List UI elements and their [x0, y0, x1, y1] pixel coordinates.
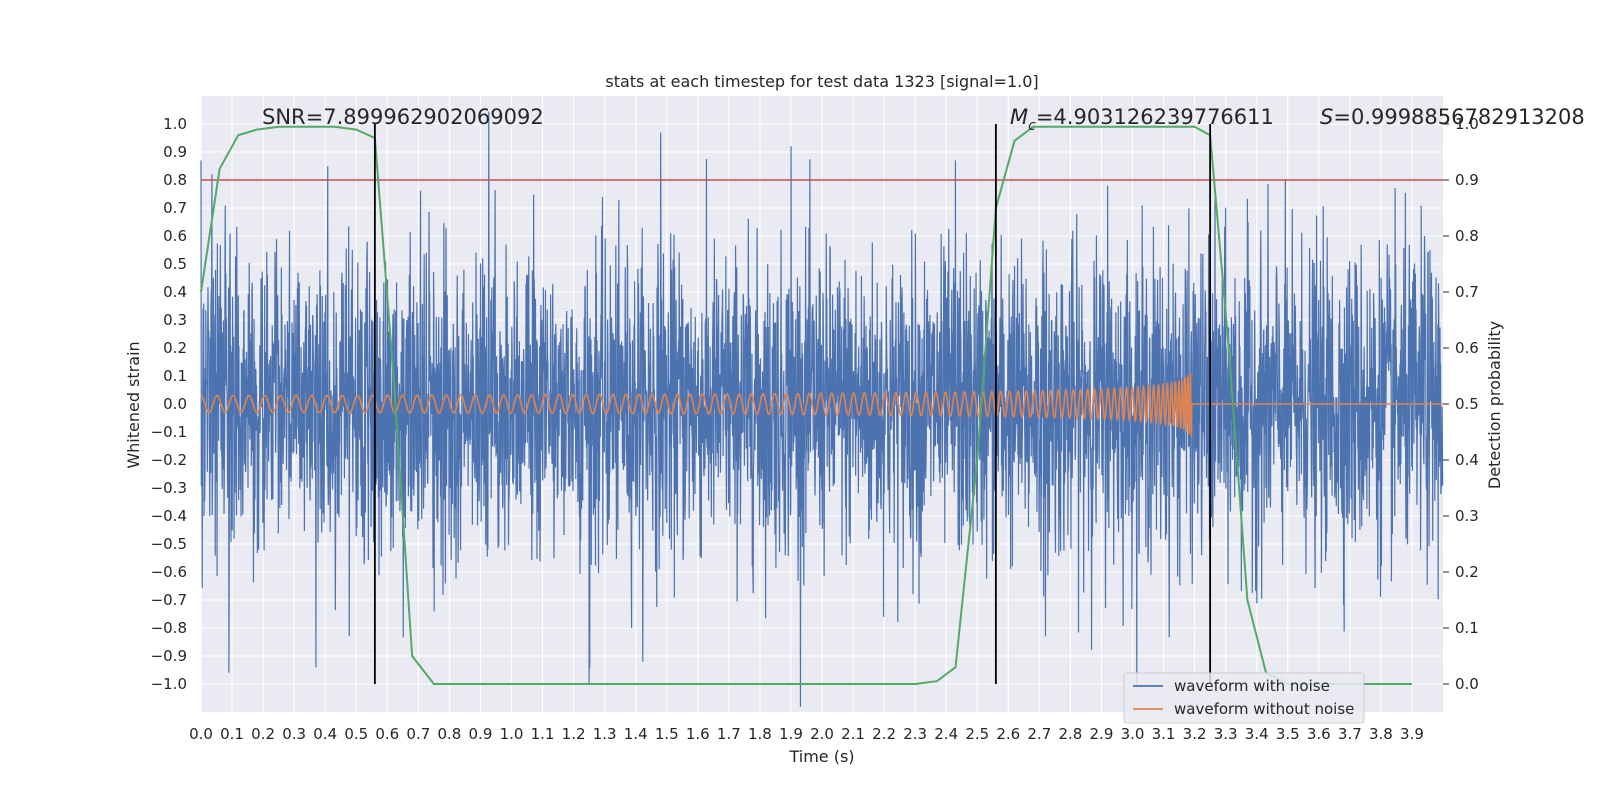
- x-tick-label: 3.2: [1183, 725, 1207, 743]
- mc-annotation: Mc=4.903126239776611: [1010, 105, 1274, 134]
- y-tick-label: −0.8: [151, 619, 187, 637]
- y-tick-label: −0.9: [151, 647, 187, 665]
- series-waveform-without-noise: [200, 372, 1443, 437]
- y-tick-label: 0.4: [163, 283, 187, 301]
- y-tick-label: −0.2: [151, 451, 187, 469]
- x-tick-label: 0.8: [437, 725, 461, 743]
- y-tick-label: 0.9: [163, 143, 187, 161]
- y2-tick-label: 0.7: [1455, 283, 1479, 301]
- y2-tick-label: 0.5: [1455, 395, 1479, 413]
- probability-path: [200, 125, 1412, 685]
- x-tick-label: 3.0: [1121, 725, 1145, 743]
- chart-title: stats at each timestep for test data 132…: [605, 72, 1038, 91]
- x-tick-label: 1.2: [562, 725, 586, 743]
- legend: waveform with noise waveform without noi…: [1123, 672, 1365, 724]
- y2-tick-label: 1.0: [1455, 115, 1479, 133]
- x-tick-label: 1.6: [686, 725, 710, 743]
- x-tick-label: 0.6: [375, 725, 399, 743]
- x-tick-label: 3.3: [1214, 725, 1238, 743]
- mc-value: =4.903126239776611: [1036, 105, 1274, 129]
- x-tick-label: 3.1: [1152, 725, 1176, 743]
- s-annotation: S=0.9998856782913208: [1320, 105, 1585, 129]
- x-tick-label: 3.8: [1369, 725, 1393, 743]
- x-tick-label: 0.0: [189, 725, 213, 743]
- noise-path: [200, 111, 1444, 707]
- y-tick-label: −0.5: [151, 535, 187, 553]
- y-tick-label: 0.0: [163, 395, 187, 413]
- y-tick-labels: 1.0 0.9 0.8 0.7 0.6 0.5 0.4 0.3 0.2 0.1 0.0 −0.1 −0.…: [151, 115, 187, 693]
- x-tick-label: 0.5: [344, 725, 368, 743]
- y-tick-label: −0.7: [151, 591, 187, 609]
- x-tick-label: 0.3: [282, 725, 306, 743]
- chirp-path: [200, 372, 1443, 437]
- x-tick-label: 1.9: [779, 725, 803, 743]
- x-tick-label: 0.9: [469, 725, 493, 743]
- x-tick-label: 3.4: [1245, 725, 1269, 743]
- y-axis-label: Whitened strain: [124, 341, 143, 468]
- y-tick-label: 0.1: [163, 367, 187, 385]
- x-tick-label: 2.5: [965, 725, 989, 743]
- x-tick-label: 3.6: [1307, 725, 1331, 743]
- y-tick-label: 1.0: [163, 115, 187, 133]
- y2-tick-label: 0.9: [1455, 171, 1479, 189]
- x-tick-label: 1.1: [531, 725, 555, 743]
- y-tick-label: 0.5: [163, 255, 187, 273]
- y-tick-label: 0.3: [163, 311, 187, 329]
- y-tick-label: 0.8: [163, 171, 187, 189]
- x-tick-label: 3.7: [1338, 725, 1362, 743]
- x-tick-label: 0.4: [313, 725, 337, 743]
- y-tick-label: −0.1: [151, 423, 187, 441]
- vertical-lines: [373, 124, 1212, 684]
- x-tick-label: 1.5: [655, 725, 679, 743]
- y2-tick-labels: 1.0 0.9 0.8 0.7 0.6 0.5 0.4 0.3 0.2 0.1 0.0: [1443, 115, 1479, 693]
- x-tick-label: 2.4: [934, 725, 958, 743]
- x-tick-label: 0.2: [251, 725, 275, 743]
- y-tick-label: 0.7: [163, 199, 187, 217]
- y2-tick-label: 0.8: [1455, 227, 1479, 245]
- legend-box: [1123, 672, 1365, 724]
- y-tick-label: −1.0: [151, 675, 187, 693]
- x-tick-label: 1.8: [748, 725, 772, 743]
- y2-tick-label: 0.0: [1455, 675, 1479, 693]
- legend-label-noise: waveform with noise: [1174, 677, 1330, 695]
- x-tick-label: 2.9: [1090, 725, 1114, 743]
- series-waveform-with-noise: [200, 111, 1444, 707]
- x-tick-label: 3.5: [1276, 725, 1300, 743]
- y2-tick-label: 0.6: [1455, 339, 1479, 357]
- mc-subscript: c: [1028, 118, 1036, 134]
- x-tick-label: 1.7: [717, 725, 741, 743]
- x-tick-label: 2.8: [1058, 725, 1082, 743]
- y2-tick-label: 0.1: [1455, 619, 1479, 637]
- x-tick-labels: 0.0 0.1 0.2 0.3 0.4 0.5 0.6 0.7 0.8 0.9 1.0 1.1 1.2 1…: [189, 725, 1424, 743]
- x-tick-label: 0.7: [406, 725, 430, 743]
- y-tick-label: −0.6: [151, 563, 187, 581]
- y2-tick-label: 0.4: [1455, 451, 1479, 469]
- x-tick-label: 2.7: [1027, 725, 1051, 743]
- x-tick-label: 0.1: [220, 725, 244, 743]
- s-symbol: S: [1320, 105, 1333, 129]
- y2-tick-label: 0.3: [1455, 507, 1479, 525]
- x-tick-label: 2.0: [810, 725, 834, 743]
- y2-tick-label: 0.2: [1455, 563, 1479, 581]
- x-tick-label: 1.0: [500, 725, 524, 743]
- x-tick-label: 2.6: [996, 725, 1020, 743]
- x-tick-label: 2.2: [872, 725, 896, 743]
- y-tick-label: 0.6: [163, 227, 187, 245]
- x-tick-label: 2.1: [841, 725, 865, 743]
- y2-axis-label: Detection probability: [1485, 321, 1504, 489]
- series-detection-probability: [200, 125, 1412, 685]
- mc-symbol: M: [1010, 105, 1028, 129]
- legend-label-clean: waveform without noise: [1174, 700, 1354, 718]
- y-tick-label: −0.4: [151, 507, 187, 525]
- x-tick-label: 3.9: [1400, 725, 1424, 743]
- s-value: =0.9998856782913208: [1333, 105, 1584, 129]
- x-axis-label: Time (s): [788, 747, 854, 766]
- x-tick-label: 1.4: [624, 725, 648, 743]
- x-tick-label: 2.3: [903, 725, 927, 743]
- x-tick-label: 1.3: [593, 725, 617, 743]
- y-tick-label: 0.2: [163, 339, 187, 357]
- snr-annotation: SNR=7.899962902069092: [262, 105, 544, 129]
- y-tick-label: −0.3: [151, 479, 187, 497]
